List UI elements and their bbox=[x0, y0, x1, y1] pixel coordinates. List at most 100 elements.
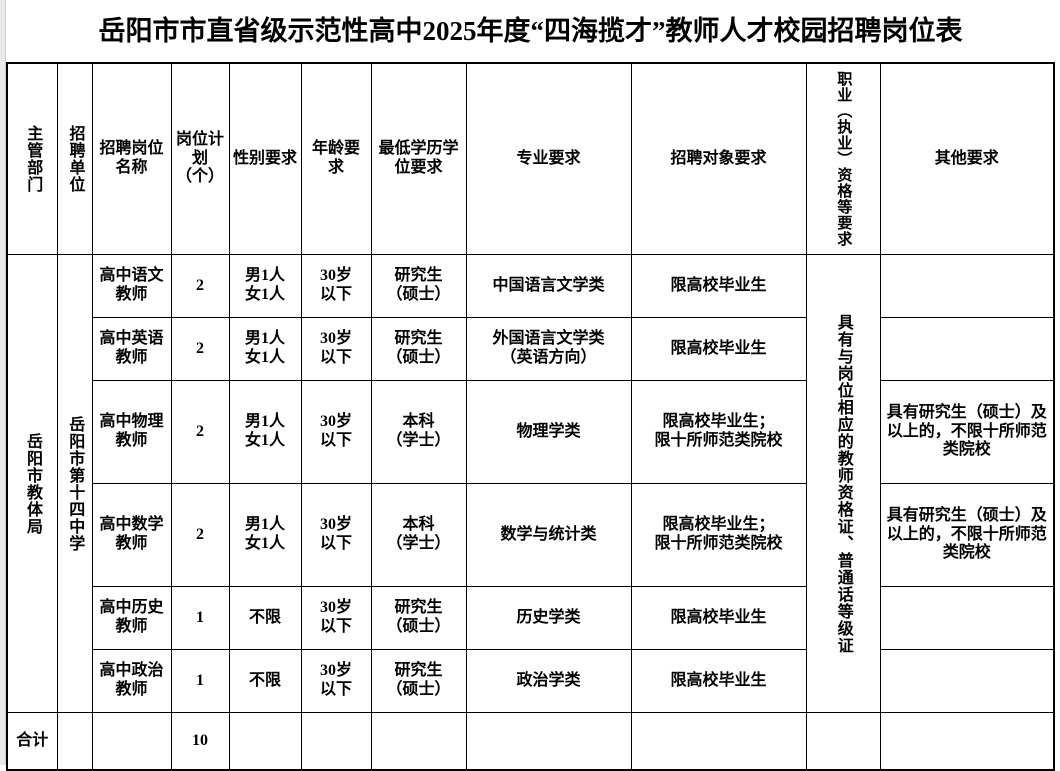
position-name-value: 高中政治教师 bbox=[99, 662, 164, 698]
cell-gender-requirement: 不限 bbox=[228, 649, 302, 713]
cell-other-requirement bbox=[879, 317, 1055, 381]
degree-line-1: 本科 bbox=[402, 516, 435, 534]
position-name-value: 高中英语教师 bbox=[99, 330, 164, 366]
cell-other-requirement bbox=[879, 254, 1055, 318]
age-line-2: 以下 bbox=[319, 618, 352, 635]
age-line-2: 以下 bbox=[319, 681, 352, 698]
target-line-1: 限高校毕业生； bbox=[662, 516, 775, 534]
table-total-row: 合计 10 bbox=[6, 712, 1055, 771]
age-line-1: 30岁 bbox=[319, 267, 352, 285]
cell-target-requirement: 限高校毕业生； 限十所师范类院校 bbox=[630, 483, 807, 587]
col-header-age-requirement-label: 年龄要求 bbox=[311, 140, 360, 176]
table-row: 高中物理教师 2 男1人 女1人 30岁 以下 本科 （学士） 物理学类 bbox=[7, 380, 1055, 484]
age-line-2: 以下 bbox=[319, 286, 352, 303]
degree-line-1: 本科 bbox=[402, 413, 435, 431]
col-header-other-requirement-label: 其他要求 bbox=[934, 149, 999, 167]
age-line-1: 30岁 bbox=[319, 330, 352, 348]
total-major-cell bbox=[465, 712, 632, 771]
cell-age-requirement: 30岁 以下 bbox=[300, 254, 372, 318]
major-line-1: 外国语言文学类 bbox=[492, 330, 605, 348]
cell-degree-requirement: 本科 （学士） bbox=[370, 483, 467, 587]
target-line-1: 限高校毕业生； bbox=[662, 413, 775, 431]
col-header-qualification-requirement: 职业（执业）资格等要求 bbox=[805, 62, 881, 255]
position-name-value: 高中数学教师 bbox=[99, 516, 164, 552]
degree-line-2: （硕士） bbox=[386, 286, 451, 303]
gender-line-1: 男1人 bbox=[244, 413, 285, 431]
cell-position-plan: 1 bbox=[170, 586, 230, 650]
cell-degree-requirement: 研究生 （硕士） bbox=[370, 317, 467, 381]
cell-supervising-department: 岳阳市教体局 bbox=[6, 254, 58, 713]
col-header-qualification-requirement-label: 职业（执业）资格等要求 bbox=[835, 71, 852, 247]
major-line-1: 中国语言文学类 bbox=[492, 276, 605, 294]
cell-major-requirement: 外国语言文学类 （英语方向） bbox=[465, 317, 632, 381]
table-header-row: 主管部门 招聘单位 招聘岗位名称 岗位计划（个） 性别要求 年龄要求 最低学历学… bbox=[6, 62, 1055, 255]
col-header-gender-requirement: 性别要求 bbox=[228, 62, 302, 255]
left-edge-gutter bbox=[0, 0, 6, 765]
gender-line-1: 不限 bbox=[248, 608, 281, 626]
cell-gender-requirement: 不限 bbox=[228, 586, 302, 650]
cell-major-requirement: 历史学类 bbox=[465, 586, 632, 650]
cell-gender-requirement: 男1人 女1人 bbox=[228, 380, 302, 484]
cell-degree-requirement: 研究生 （硕士） bbox=[370, 586, 467, 650]
major-line-1: 政治学类 bbox=[516, 671, 581, 689]
col-header-position-name-label: 招聘岗位名称 bbox=[99, 140, 164, 176]
page-title: 岳阳市市直省级示范性高中2025年度“四海揽才”教师人才校园招聘岗位表 bbox=[98, 16, 963, 46]
age-line-1: 30岁 bbox=[319, 662, 352, 680]
total-other-cell bbox=[879, 712, 1055, 771]
major-line-1: 物理学类 bbox=[516, 422, 581, 440]
age-line-1: 30岁 bbox=[319, 516, 352, 534]
cell-qualification-requirement: 具有与岗位相应的教师资格证、普通话等级证 bbox=[805, 254, 881, 713]
position-plan-value: 2 bbox=[196, 276, 204, 294]
gender-line-2: 女1人 bbox=[244, 349, 285, 366]
position-name-value: 高中物理教师 bbox=[99, 413, 164, 449]
table-row: 高中历史教师 1 不限 30岁 以下 研究生 （硕士） 历史学类 限高校毕业生 bbox=[7, 586, 1055, 650]
col-header-major-requirement: 专业要求 bbox=[465, 62, 632, 255]
target-line-2: 限十所师范类院校 bbox=[654, 535, 783, 552]
gender-line-2: 女1人 bbox=[244, 535, 285, 552]
cell-major-requirement: 中国语言文学类 bbox=[465, 254, 632, 318]
cell-age-requirement: 30岁 以下 bbox=[300, 649, 372, 713]
position-plan-value: 2 bbox=[196, 525, 204, 543]
total-target-cell bbox=[630, 712, 807, 771]
position-name-value: 高中历史教师 bbox=[99, 599, 164, 635]
age-line-1: 30岁 bbox=[319, 599, 352, 617]
age-line-1: 30岁 bbox=[319, 413, 352, 431]
target-line-1: 限高校毕业生 bbox=[670, 608, 767, 626]
col-header-other-requirement: 其他要求 bbox=[879, 62, 1055, 255]
total-label-cell: 合计 bbox=[6, 712, 58, 771]
target-line-1: 限高校毕业生 bbox=[670, 276, 767, 294]
degree-line-1: 研究生 bbox=[394, 662, 443, 680]
col-header-major-requirement-label: 专业要求 bbox=[516, 149, 581, 167]
other-requirement-value: 具有研究生（硕士）及以上的，不限十所师范类院校 bbox=[886, 506, 1047, 562]
cell-gender-requirement: 男1人 女1人 bbox=[228, 254, 302, 318]
target-line-1: 限高校毕业生 bbox=[670, 339, 767, 357]
cell-other-requirement bbox=[879, 649, 1055, 713]
target-line-1: 限高校毕业生 bbox=[670, 671, 767, 689]
cell-position-name: 高中英语教师 bbox=[91, 317, 172, 381]
age-line-2: 以下 bbox=[319, 535, 352, 552]
document-page: 岳阳市市直省级示范性高中2025年度“四海揽才”教师人才校园招聘岗位表 主管部门… bbox=[6, 0, 1060, 771]
col-header-recruiting-unit: 招聘单位 bbox=[56, 62, 93, 255]
col-header-degree-requirement-label: 最低学历学位要求 bbox=[378, 140, 459, 176]
cell-other-requirement bbox=[879, 586, 1055, 650]
gender-line-1: 男1人 bbox=[244, 330, 285, 348]
cell-other-requirement: 具有研究生（硕士）及以上的，不限十所师范类院校 bbox=[879, 380, 1055, 484]
table-row: 高中政治教师 1 不限 30岁 以下 研究生 （硕士） 政治学类 限高校毕业生 bbox=[7, 649, 1055, 713]
cell-degree-requirement: 本科 （学士） bbox=[370, 380, 467, 484]
cell-position-name: 高中政治教师 bbox=[91, 649, 172, 713]
degree-line-2: （硕士） bbox=[386, 349, 451, 366]
target-line-2: 限十所师范类院校 bbox=[654, 432, 783, 449]
qualification-requirement-value: 具有与岗位相应的教师资格证、普通话等级证 bbox=[834, 313, 852, 654]
col-header-position-plan: 岗位计划（个） bbox=[170, 62, 230, 255]
col-header-age-requirement: 年龄要求 bbox=[300, 62, 372, 255]
col-header-position-plan-label: 岗位计划（个） bbox=[175, 130, 224, 186]
col-header-target-requirement: 招聘对象要求 bbox=[630, 62, 807, 255]
position-plan-value: 2 bbox=[196, 339, 204, 357]
total-position-cell bbox=[91, 712, 172, 771]
major-line-2: （英语方向） bbox=[500, 349, 597, 366]
total-qualification-cell bbox=[805, 712, 881, 771]
other-requirement-value: 具有研究生（硕士）及以上的，不限十所师范类院校 bbox=[886, 403, 1047, 459]
gender-line-1: 男1人 bbox=[244, 267, 285, 285]
gender-line-2: 女1人 bbox=[244, 286, 285, 303]
col-header-degree-requirement: 最低学历学位要求 bbox=[370, 62, 467, 255]
